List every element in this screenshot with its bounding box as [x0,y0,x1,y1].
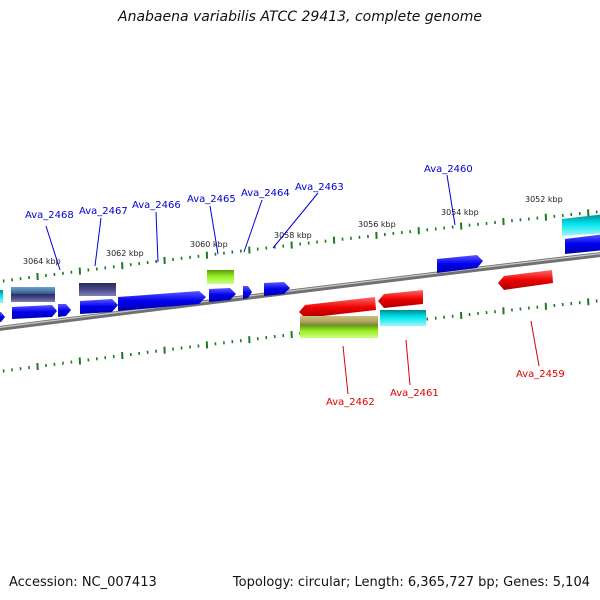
leader-line [446,174,456,226]
gene-label[interactable]: Ava_2459 [516,369,565,380]
scale-label: 3052 kbp [525,195,563,204]
leader-line [45,225,61,271]
gene-label[interactable]: Ava_2462 [326,397,375,408]
leader-line [94,217,102,267]
gene-label[interactable]: Ava_2464 [241,188,290,199]
gene-arrow-reverse[interactable] [299,297,376,318]
gene-label[interactable]: Ava_2461 [390,388,439,399]
gene-feature-steel[interactable] [11,287,55,295]
scale-label: 3056 kbp [358,220,396,229]
leader-line [155,211,159,263]
gene-arrow-forward[interactable] [565,234,600,254]
leader-line [243,199,263,253]
genome-backbone-highlight [0,252,600,328]
gene-label[interactable]: Ava_2460 [424,164,473,175]
reverse-strand-genes [299,270,553,318]
gene-arrow-forward[interactable] [0,312,5,322]
gene-feature-cyan[interactable] [562,214,600,236]
gene-arrow-forward[interactable] [118,291,206,311]
gene-feature-slate[interactable] [79,283,116,296]
gene-feature-olive[interactable] [300,316,378,326]
leader-line [342,345,349,395]
gene-arrow-forward[interactable] [264,282,290,296]
leader-line [272,192,319,249]
leader-line [530,320,540,367]
gene-label[interactable]: Ava_2465 [187,194,236,205]
gene-arrow-forward[interactable] [12,305,57,319]
gene-label[interactable]: Ava_2466 [132,200,181,211]
gene-feature-lime[interactable] [300,325,378,338]
genome-stats-text: Topology: circular; Length: 6,365,727 bp… [232,575,590,590]
scale-label: 3062 kbp [106,249,144,258]
leader-line [405,339,411,386]
gene-feature-slate[interactable] [11,294,55,302]
outer-gene-lane [0,214,600,303]
gene-feature-cyan[interactable] [0,290,3,303]
outer-scale-ticks [2,209,598,283]
scale-label: 3058 kbp [274,231,312,240]
gene-arrow-forward[interactable] [58,304,71,317]
gene-feature-lime[interactable] [207,270,234,284]
leader-line [209,205,219,255]
map-title: Anabaena variabilis ATCC 29413, complete… [118,9,482,25]
gene-label[interactable]: Ava_2468 [25,210,74,221]
scale-label: 3054 kbp [441,208,479,217]
gene-arrow-forward[interactable] [437,255,483,273]
genome-backbone [0,252,600,331]
gene-feature-cyan[interactable] [380,310,426,326]
gene-arrow-forward[interactable] [80,299,118,314]
accession-text: Accession: NC_007413 [9,575,157,590]
gene-label[interactable]: Ava_2467 [79,206,128,217]
inner-gene-lane [300,310,426,338]
gene-arrow-forward[interactable] [243,286,252,299]
scale-label: 3064 kbp [23,257,61,266]
gene-arrow-forward[interactable] [209,288,236,302]
scale-label: 3060 kbp [190,240,228,249]
forward-strand-genes [0,234,600,322]
inner-scale-ticks [2,298,598,373]
gene-arrow-reverse[interactable] [378,290,423,308]
gene-arrow-reverse[interactable] [498,270,553,290]
gene-label[interactable]: Ava_2463 [295,182,344,193]
